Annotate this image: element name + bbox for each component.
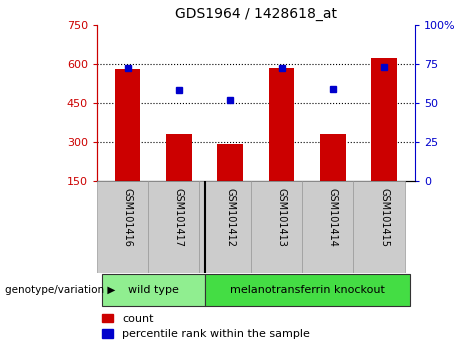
Bar bbox=[218, 144, 243, 181]
Bar bbox=[353, 181, 405, 273]
Legend: count, percentile rank within the sample: count, percentile rank within the sample bbox=[102, 314, 310, 339]
Text: GSM101413: GSM101413 bbox=[277, 188, 286, 247]
Bar bbox=[371, 58, 397, 181]
Bar bbox=[97, 181, 148, 273]
Bar bbox=[148, 181, 200, 273]
Bar bbox=[205, 274, 410, 306]
Text: GSM101416: GSM101416 bbox=[123, 188, 133, 247]
Bar bbox=[251, 181, 302, 273]
Bar bbox=[302, 181, 353, 273]
Bar bbox=[200, 181, 251, 273]
Bar bbox=[102, 274, 205, 306]
Text: GSM101412: GSM101412 bbox=[225, 188, 235, 247]
Bar bbox=[115, 69, 141, 181]
Title: GDS1964 / 1428618_at: GDS1964 / 1428618_at bbox=[175, 7, 337, 21]
Text: GSM101417: GSM101417 bbox=[174, 188, 184, 247]
Text: melanotransferrin knockout: melanotransferrin knockout bbox=[230, 285, 384, 295]
Text: GSM101415: GSM101415 bbox=[379, 188, 389, 247]
Text: GSM101414: GSM101414 bbox=[328, 188, 338, 247]
Bar bbox=[166, 134, 192, 181]
Bar bbox=[320, 134, 346, 181]
Text: wild type: wild type bbox=[128, 285, 179, 295]
Bar bbox=[269, 68, 294, 181]
Text: genotype/variation ▶: genotype/variation ▶ bbox=[5, 285, 115, 295]
